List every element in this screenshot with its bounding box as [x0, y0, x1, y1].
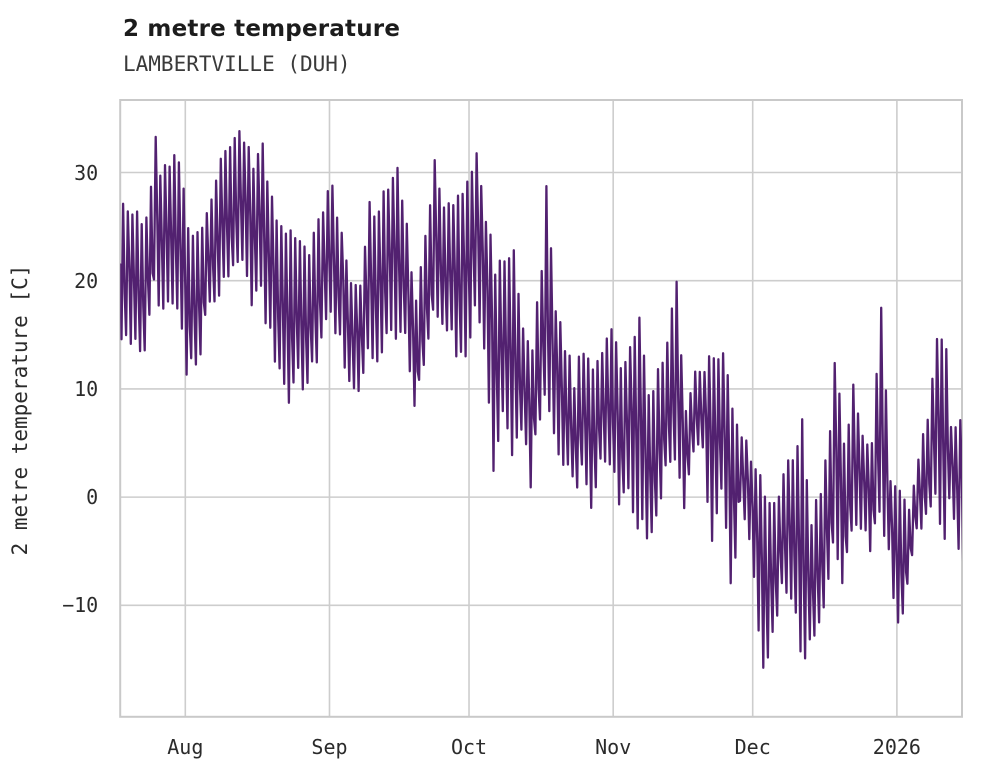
y-tick-label: 20 — [74, 268, 99, 293]
x-tick-label: Aug — [167, 734, 204, 759]
y-tick-label: 30 — [74, 160, 99, 185]
x-tick-label: 2026 — [872, 734, 921, 759]
x-tick-label: Dec — [734, 734, 771, 759]
chart-subtitle-station: LAMBERTVILLE (DUH) — [123, 52, 351, 76]
plot-border — [119, 99, 963, 718]
y-tick-label: −10 — [62, 593, 99, 618]
y-tick-label: 10 — [74, 376, 99, 401]
series-layer — [120, 130, 962, 669]
x-tick-label: Nov — [595, 734, 632, 759]
x-tick-label: Oct — [450, 734, 488, 759]
y-tick-label: 0 — [86, 485, 99, 510]
chart-title: 2 metre temperature — [123, 16, 401, 42]
temperature-series-line — [120, 130, 962, 669]
x-tick-label: Sep — [311, 734, 348, 759]
